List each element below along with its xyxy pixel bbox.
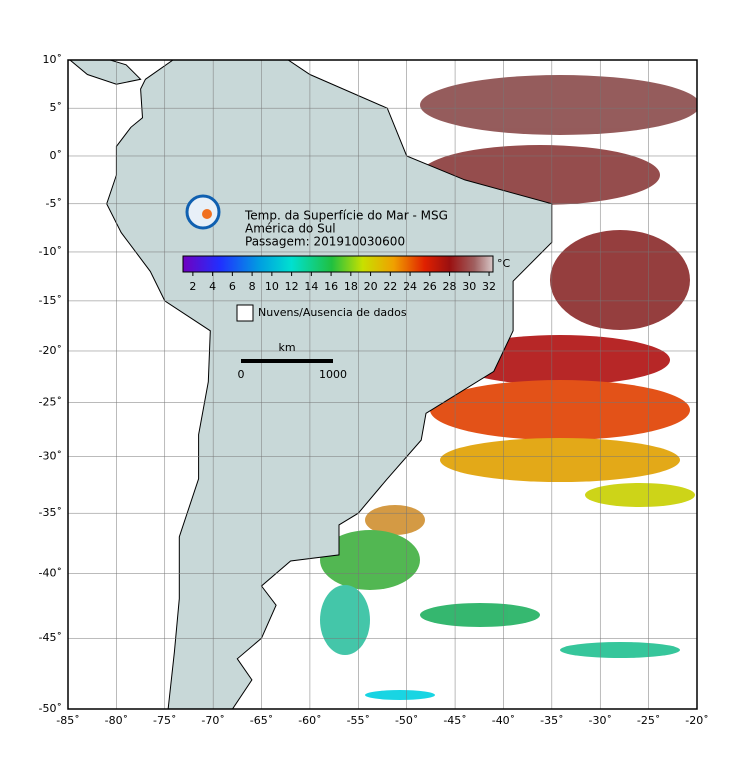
x-tick-label: -65˚: [250, 714, 273, 727]
sst-patch: [420, 603, 540, 627]
x-tick-label: -50˚: [395, 714, 418, 727]
legend-label: Nuvens/Ausencia de dados: [258, 306, 407, 319]
title-line: Temp. da Superfície do Mar - MSG: [244, 209, 448, 223]
x-tick-label: -75˚: [153, 714, 176, 727]
colorbar-tick-label: 18: [344, 280, 358, 293]
map-area: [68, 60, 697, 709]
y-tick-label: -30˚: [39, 450, 62, 463]
y-tick-label: -45˚: [39, 631, 62, 644]
x-tick-label: -40˚: [492, 714, 515, 727]
y-tick-label: 10˚: [43, 53, 63, 66]
y-tick-label: -40˚: [39, 566, 62, 579]
land: [69, 60, 142, 85]
sst-patch: [365, 505, 425, 535]
scale-label: 1000: [319, 368, 347, 381]
sst-patch: [320, 585, 370, 655]
sst-patch: [430, 380, 690, 440]
y-tick-label: -35˚: [39, 506, 62, 519]
colorbar-tick-label: 28: [443, 280, 457, 293]
sst-patch: [440, 438, 680, 482]
sst-patch: [550, 230, 690, 330]
x-tick-label: -30˚: [588, 714, 611, 727]
scale-label: 0: [238, 368, 245, 381]
colorbar: [182, 255, 494, 273]
title-line: Passagem: 201910030600: [245, 235, 405, 249]
scale-unit: km: [278, 341, 295, 354]
y-tick-label: -15˚: [39, 294, 62, 307]
x-tick-label: -20˚: [685, 714, 708, 727]
colorbar-tick-label: 30: [462, 280, 476, 293]
x-tick-label: -25˚: [637, 714, 660, 727]
x-tick-label: -60˚: [298, 714, 321, 727]
map-frame: [67, 59, 698, 710]
colorbar-tick-label: 16: [324, 280, 338, 293]
y-tick-label: 5˚: [50, 101, 63, 114]
y-tick-label: -10˚: [39, 245, 62, 258]
colorbar-tick-label: 20: [364, 280, 378, 293]
colorbar-tick-label: 6: [229, 280, 236, 293]
sst-patch: [585, 483, 695, 507]
colorbar-tick-label: 26: [423, 280, 437, 293]
y-tick-label: 0˚: [50, 149, 63, 162]
sst-patch: [560, 642, 680, 658]
colorbar-unit: °C: [497, 257, 511, 270]
colorbar-tick-label: 12: [285, 280, 299, 293]
colorbar-tick-label: 10: [265, 280, 279, 293]
colorbar-tick-label: 4: [209, 280, 216, 293]
y-tick-label: -20˚: [39, 344, 62, 357]
colorbar-tick-label: 24: [403, 280, 417, 293]
y-tick-label: -50˚: [39, 702, 62, 715]
x-tick-label: -85˚: [56, 714, 79, 727]
x-tick-label: -80˚: [105, 714, 128, 727]
colorbar-tick-label: 32: [482, 280, 496, 293]
colorbar-tick-label: 14: [304, 280, 318, 293]
colorbar-tick-label: 2: [189, 280, 196, 293]
colorbar-tick-label: 8: [249, 280, 256, 293]
scale-bar: [241, 359, 333, 363]
sst-patch: [320, 530, 420, 590]
x-tick-label: -70˚: [201, 714, 224, 727]
x-tick-label: -55˚: [347, 714, 370, 727]
x-tick-label: -45˚: [443, 714, 466, 727]
y-tick-label: -5˚: [46, 197, 62, 210]
logo-dot: [202, 209, 212, 219]
title-line: América do Sul: [245, 222, 336, 236]
sst-patch: [420, 75, 697, 135]
colorbar-tick-label: 22: [383, 280, 397, 293]
title-block: Temp. da Superfície do Mar - MSG América…: [182, 194, 511, 381]
legend-swatch: [236, 304, 254, 322]
x-tick-label: -35˚: [540, 714, 563, 727]
sst-patch: [365, 690, 435, 700]
y-tick-label: -25˚: [39, 396, 62, 409]
